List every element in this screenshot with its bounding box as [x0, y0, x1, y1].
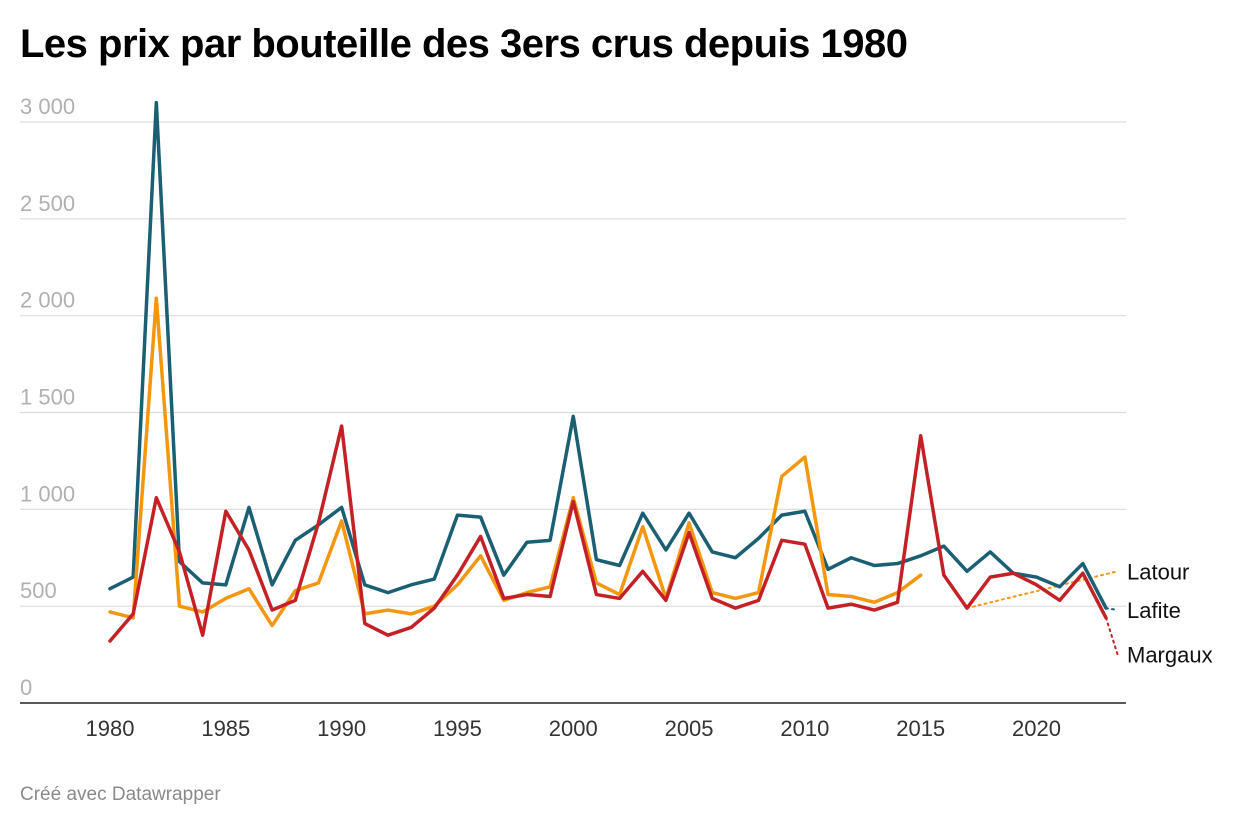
y-axis-ticks: 0 500 1 000 1 500 2 000 2 500 3 000 [20, 94, 75, 700]
x-tick-label-2000: 2000 [549, 716, 598, 741]
y-tick-label-500: 500 [20, 578, 57, 603]
series-line-latour [108, 296, 923, 628]
series-label-latour: Latour [1127, 559, 1189, 584]
series-label-lafite: Lafite [1127, 598, 1181, 623]
projection-margaux [1105, 616, 1119, 656]
x-tick-label-1985: 1985 [201, 716, 250, 741]
series-line-margaux [108, 424, 1108, 643]
series-label-margaux: Margaux [1127, 643, 1213, 668]
projection-lafite [1105, 607, 1119, 612]
y-tick-label-1000: 1 000 [20, 481, 75, 506]
y-tick-label-0: 0 [20, 675, 32, 700]
series-labels: Lafite Latour Margaux [1127, 559, 1213, 667]
x-tick-label-2015: 2015 [896, 716, 945, 741]
x-tick-label-2020: 2020 [1012, 716, 1061, 741]
y-tick-label-2000: 2 000 [20, 288, 75, 313]
x-tick-label-2005: 2005 [665, 716, 714, 741]
credit-text: Créé avec Datawrapper [20, 784, 221, 805]
x-axis-ticks: 1980 1985 1990 1995 2000 2005 2010 2015 2020 [86, 716, 1061, 741]
y-tick-label-3000: 3 000 [20, 94, 75, 119]
series-line-lafite [108, 100, 1108, 610]
gridlines [20, 121, 1126, 607]
x-tick-label-2010: 2010 [780, 716, 829, 741]
y-tick-label-2500: 2 500 [20, 191, 75, 216]
x-tick-label-1980: 1980 [86, 716, 135, 741]
x-tick-label-1995: 1995 [433, 716, 482, 741]
series-lines [108, 100, 1108, 643]
chart-title: Les prix par bouteille des 3ers crus dep… [20, 22, 908, 66]
y-tick-label-1500: 1 500 [20, 385, 75, 410]
x-tick-label-1990: 1990 [317, 716, 366, 741]
